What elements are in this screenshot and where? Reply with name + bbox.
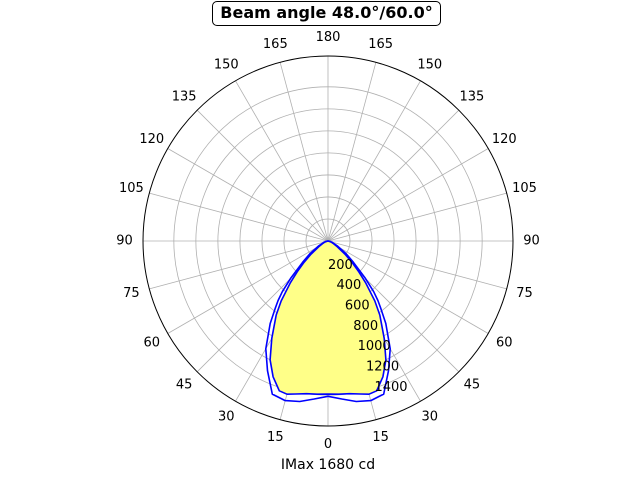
angle-tick-label: 15 <box>267 430 284 445</box>
radial-tick-label: 600 <box>345 299 370 314</box>
angle-tick-label: 105 <box>512 181 537 196</box>
angle-gridline <box>327 148 489 242</box>
angle-tick-label: 150 <box>214 57 239 72</box>
radial-gridline <box>173 86 483 396</box>
angle-tick-label: 105 <box>119 181 144 196</box>
angle-tick-label: 180 <box>316 30 341 45</box>
angle-gridline <box>167 148 329 242</box>
radial-tick-label: 800 <box>353 319 378 334</box>
angle-tick-label: 75 <box>516 286 533 301</box>
angle-tick-label: 0 <box>324 437 332 452</box>
angle-tick-label: 45 <box>176 377 193 392</box>
angle-tick-label: 150 <box>417 57 442 72</box>
angle-tick-label: 75 <box>123 286 140 301</box>
angle-tick-label: 45 <box>464 377 481 392</box>
radial-tick-label: 1000 <box>358 339 391 354</box>
angle-tick-label: 60 <box>496 335 513 350</box>
x-axis-label: IMax 1680 cd <box>280 457 376 473</box>
radial-tick-label: 400 <box>336 278 361 293</box>
angle-gridline <box>327 109 460 242</box>
angle-gridline <box>235 80 329 242</box>
chart-title: Beam angle 48.0°/60.0° <box>212 1 441 26</box>
series-layer <box>265 240 391 403</box>
angle-tick-label: 135 <box>459 90 484 105</box>
radial-tick-label: 1400 <box>374 380 407 395</box>
angle-tick-label: 90 <box>523 234 540 249</box>
polar-frame <box>142 55 514 427</box>
angle-tick-label: 30 <box>218 410 235 425</box>
angle-tick-label: 30 <box>421 410 438 425</box>
series-curve-2 <box>265 240 391 403</box>
angle-tick-label: 120 <box>492 132 517 147</box>
angle-tick-label: 120 <box>139 132 164 147</box>
angle-gridline <box>196 109 329 242</box>
tick-labels: 0 15 30 45 60 75 90 105 120 135 150 165 180 165 150 135… <box>116 30 540 452</box>
angle-tick-label: 165 <box>263 37 288 52</box>
angle-tick-label: 60 <box>143 335 160 350</box>
radial-tick-label: 200 <box>328 258 353 273</box>
angle-tick-label: 90 <box>116 234 133 249</box>
radial-tick-label: 1200 <box>366 360 399 375</box>
angle-tick-label: 15 <box>372 430 389 445</box>
angle-tick-label: 165 <box>368 37 393 52</box>
angle-tick-label: 135 <box>172 90 197 105</box>
angle-gridline <box>327 80 421 242</box>
